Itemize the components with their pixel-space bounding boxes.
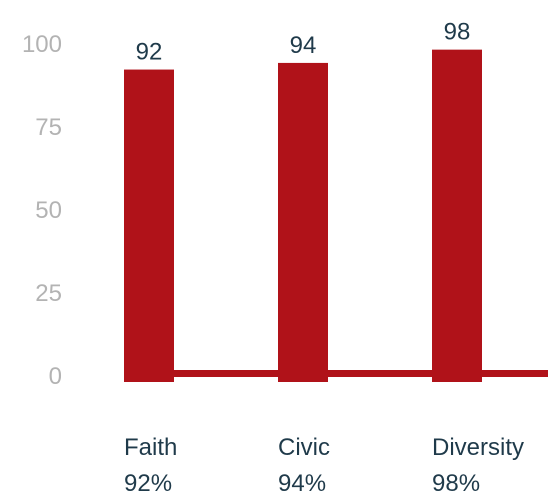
y-axis: 0 25 50 75 100 [22, 31, 62, 390]
category-percent-faith: 92% [124, 470, 172, 496]
bar-civic [278, 62, 328, 383]
data-label-civic: 94 [290, 32, 317, 59]
y-tick-label-75: 75 [35, 114, 62, 141]
x-axis: Faith 92% Civic 94% Diversity 98% [124, 434, 524, 496]
baseline-group [124, 370, 548, 377]
bar-faith [124, 69, 174, 382]
data-label-diversity: 98 [444, 19, 471, 46]
category-label-faith: Faith [124, 434, 177, 461]
baseline [124, 370, 548, 377]
category-label-diversity: Diversity [432, 434, 524, 461]
y-tick-label-25: 25 [35, 280, 62, 307]
category-label-civic: Civic [278, 434, 330, 461]
category-percent-civic: 94% [278, 470, 326, 496]
data-labels: 92 94 98 [136, 19, 471, 66]
bars-group [124, 49, 482, 383]
category-percent-diversity: 98% [432, 470, 480, 496]
y-tick-label-50: 50 [35, 197, 62, 224]
data-label-faith: 92 [136, 39, 163, 66]
y-tick-label-0: 0 [49, 363, 62, 390]
bar-diversity [432, 49, 482, 382]
y-tick-label-100: 100 [22, 31, 62, 58]
